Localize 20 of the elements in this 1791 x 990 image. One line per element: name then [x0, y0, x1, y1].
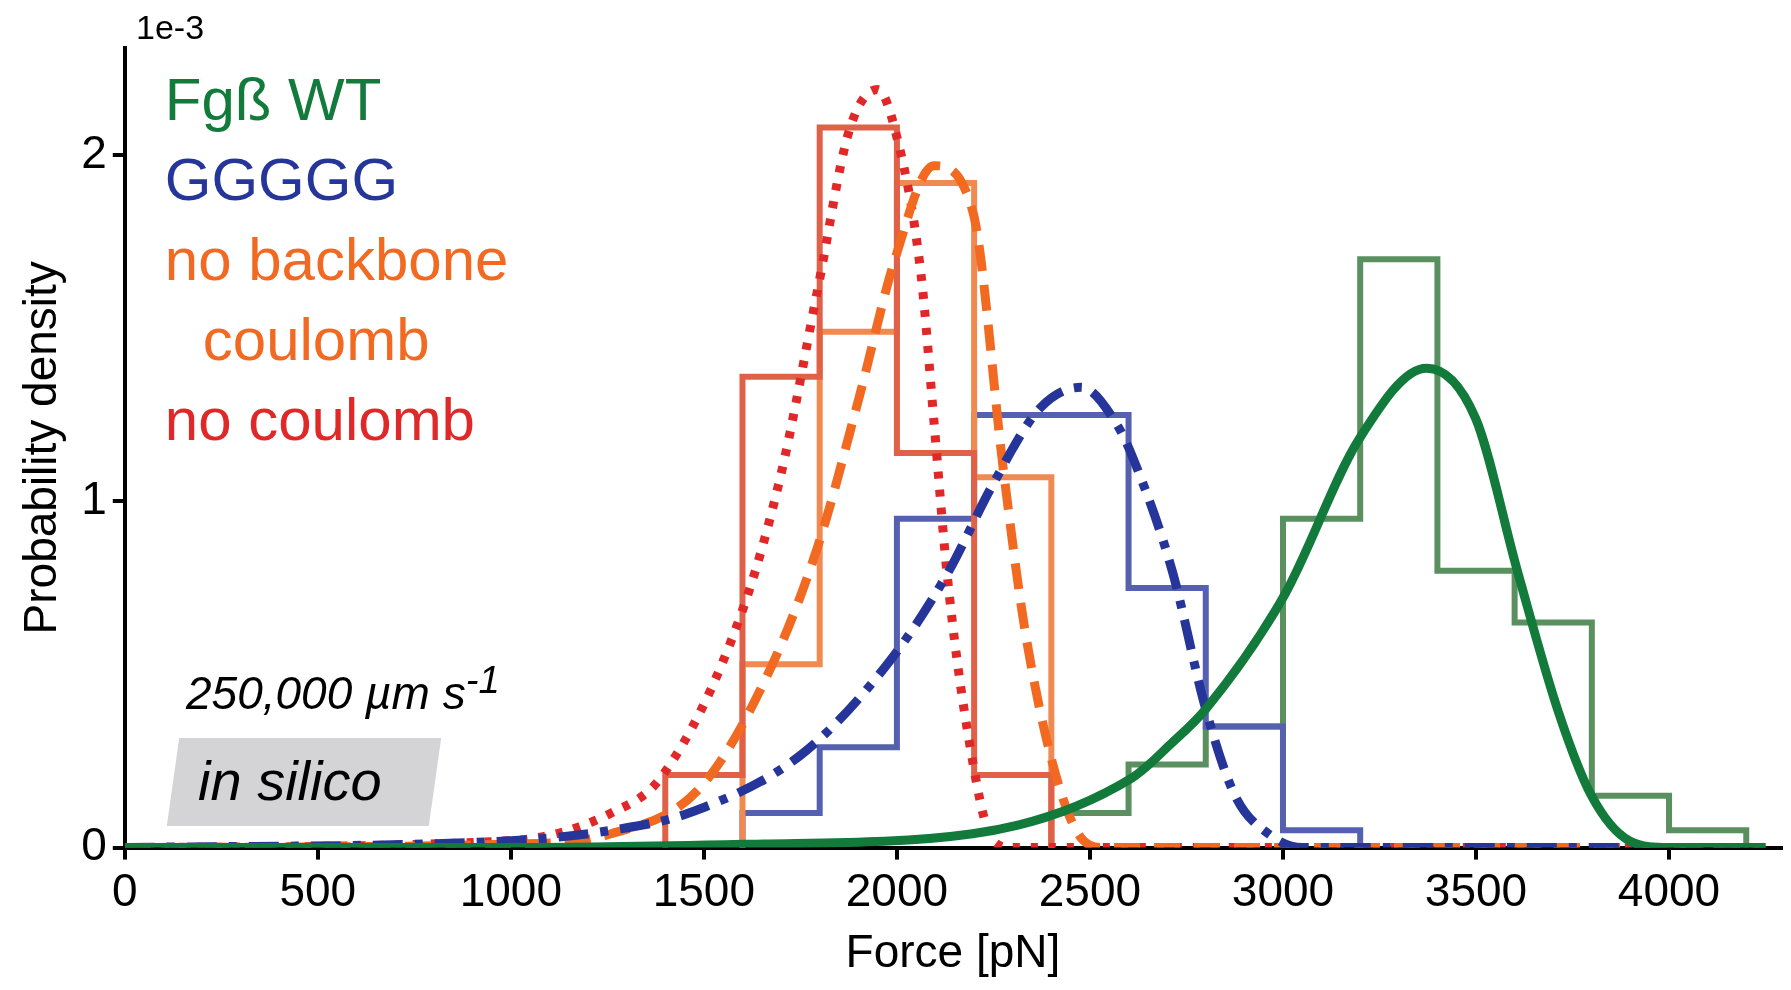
- text: no coulomb: [164, 385, 475, 453]
- x-tick-label: 3000: [1231, 863, 1335, 916]
- text: GGGGG: [164, 145, 399, 213]
- annotation: 250,000 µm s$^{-1}$: [186, 658, 500, 721]
- x-tick-label: 2000: [845, 863, 949, 916]
- annotation: in silico: [197, 748, 383, 814]
- x-axis-title: Force [pN]: [845, 925, 1061, 978]
- x-tick-label: 4000: [1617, 863, 1721, 916]
- y-axis-title: Probability density: [14, 261, 67, 635]
- text: 1e-3: [136, 8, 205, 47]
- y-tick-label: 2: [81, 125, 107, 178]
- x-tick-label: 1000: [459, 863, 563, 916]
- y-tick-label: 1: [81, 472, 107, 525]
- y-tick-label: 0: [81, 818, 107, 871]
- x-tick-label: 500: [279, 863, 357, 916]
- text: no backbone coulomb: [164, 225, 509, 373]
- text: Fgß WT: [164, 65, 382, 133]
- x-tick-label: 3500: [1424, 863, 1528, 916]
- x-tick-label: 1500: [652, 863, 756, 916]
- x-tick-label: 2500: [1038, 863, 1142, 916]
